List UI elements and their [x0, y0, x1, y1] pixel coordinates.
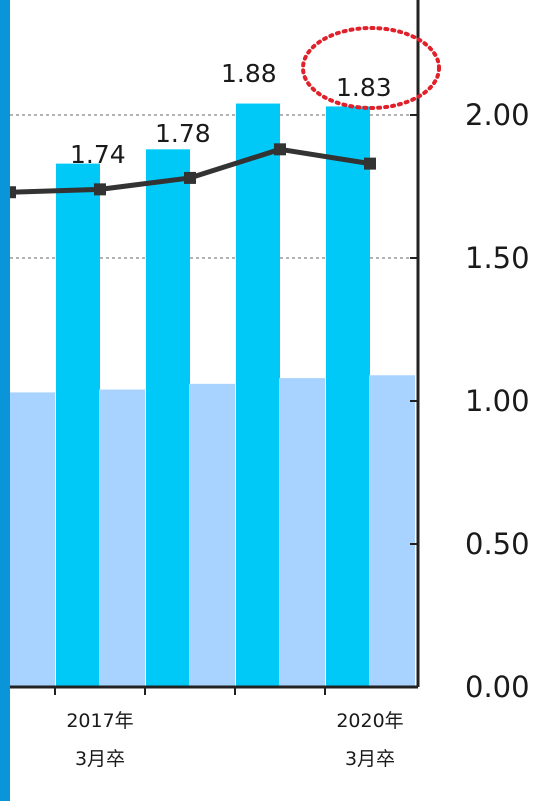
bar-primary	[56, 163, 100, 687]
bar-secondary	[10, 392, 55, 687]
line-marker	[94, 183, 106, 196]
y-tick-label: 0.00	[465, 670, 530, 704]
x-tick-label: 3月卒	[345, 748, 395, 770]
y-tick-label: 1.00	[465, 384, 530, 418]
bars	[10, 103, 415, 688]
x-tick-label: 3月卒	[75, 748, 125, 770]
data-label: 1.83	[336, 73, 392, 102]
bar-primary	[326, 106, 370, 688]
x-tick-labels: 2017年 3月卒 2020年 3月卒	[66, 710, 403, 770]
bar-primary	[146, 149, 190, 687]
bar-secondary	[99, 389, 145, 687]
chart: 1.74 1.78 1.88 1.83 0.00 0.50 1.00 1.50 2.00 20…	[10, 0, 530, 770]
bar-primary	[236, 103, 280, 687]
highlight-ellipse	[301, 26, 441, 110]
bar-secondary	[369, 375, 415, 687]
line-marker	[364, 157, 376, 170]
y-tick-label: 2.00	[465, 98, 530, 132]
y-tick-labels: 0.00 0.50 1.00 1.50 2.00	[465, 98, 530, 704]
highlight-circle	[301, 26, 441, 110]
axes	[10, 0, 420, 695]
line-marker	[10, 186, 16, 199]
y-tick-label: 1.50	[465, 241, 530, 275]
data-labels: 1.74 1.78 1.88 1.83	[70, 59, 392, 169]
data-label: 1.74	[70, 140, 126, 169]
y-tick-label: 0.50	[465, 527, 530, 561]
chart-panel: 1.74 1.78 1.88 1.83 0.00 0.50 1.00 1.50 2.00 20…	[10, 0, 551, 801]
line-marker	[274, 143, 286, 156]
bar-secondary	[279, 378, 325, 687]
line-marker	[184, 171, 196, 184]
bar-secondary	[189, 383, 235, 687]
x-tick-label: 2020年	[336, 710, 403, 732]
data-label: 1.88	[221, 59, 277, 88]
x-tick-label: 2017年	[66, 710, 133, 732]
data-label: 1.78	[155, 119, 211, 148]
line-series	[10, 143, 376, 199]
